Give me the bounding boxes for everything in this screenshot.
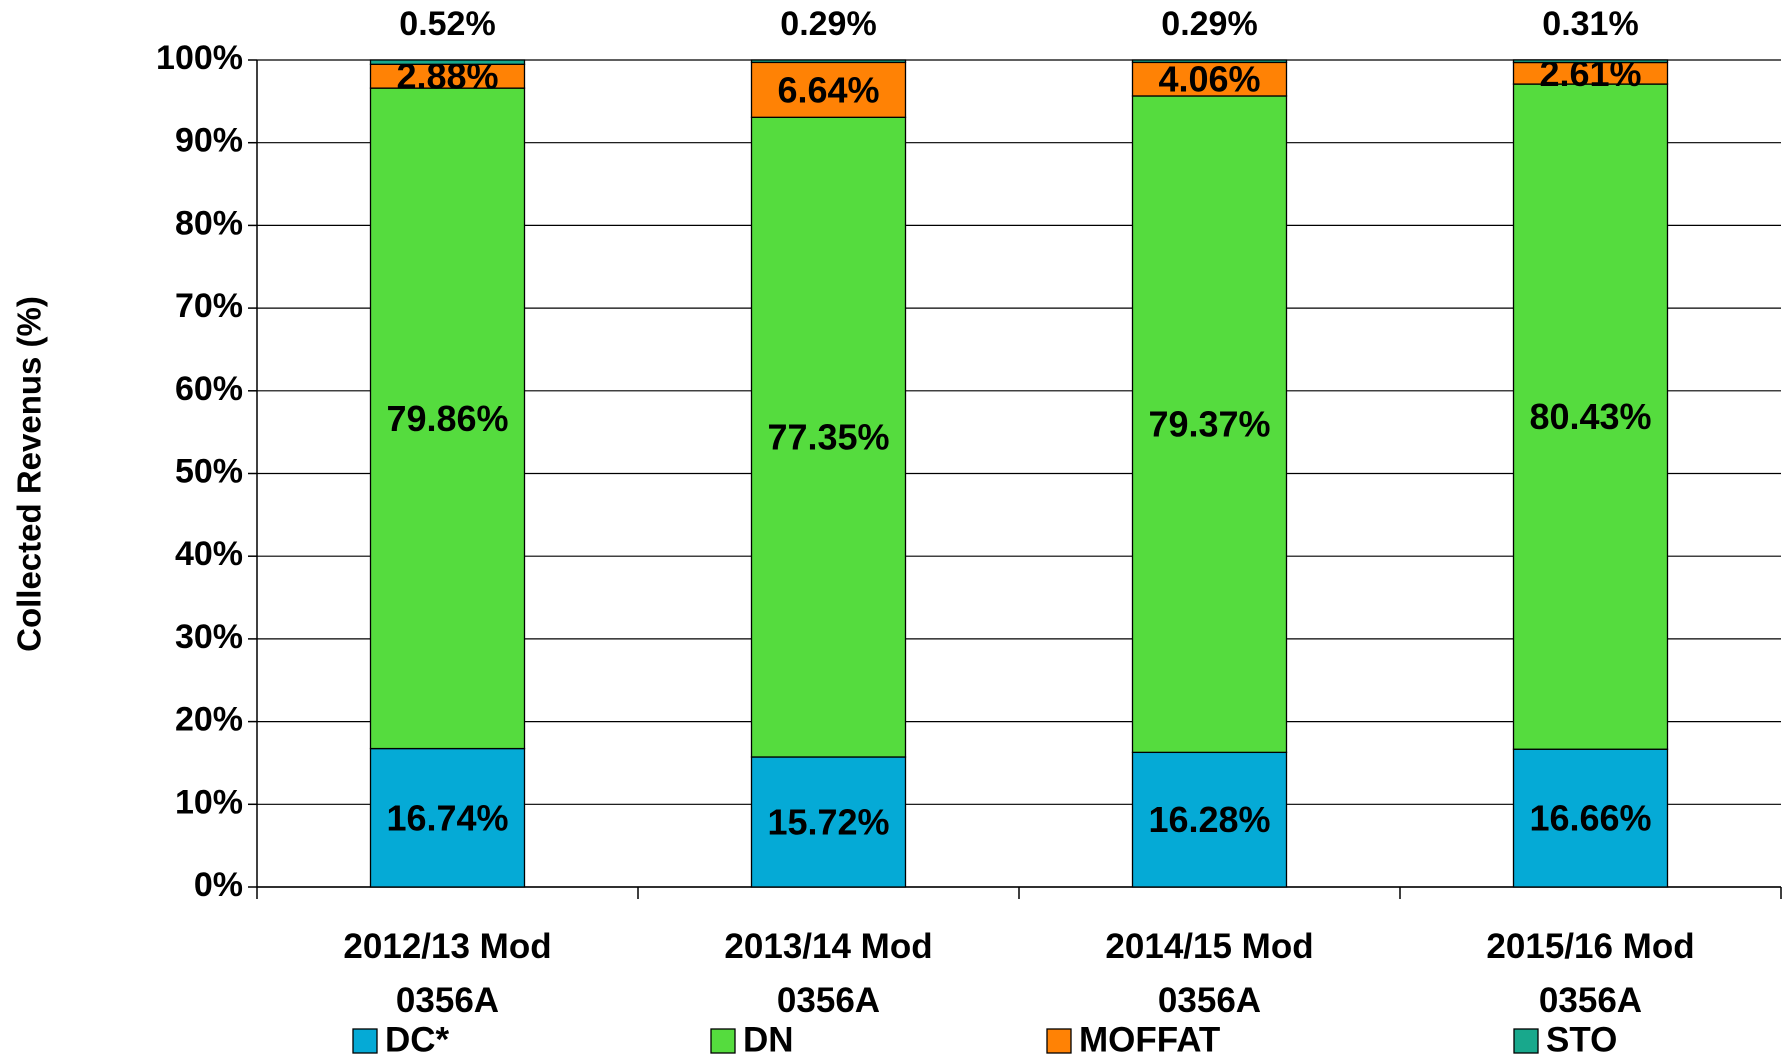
data-label: 0.29% — [1161, 5, 1257, 43]
bar-segment — [1512, 83, 1669, 750]
data-label: 0.31% — [1542, 5, 1638, 43]
bar-segment — [369, 59, 526, 65]
y-tick-label: 10% — [175, 783, 243, 821]
y-tick-label: 60% — [175, 370, 243, 408]
data-label: 16.66% — [1529, 798, 1651, 839]
x-tick-label: 2015/16 Mod 0356A — [1486, 927, 1695, 1020]
data-label: 6.64% — [777, 69, 879, 110]
x-tick-label: 2013/14 Mod 0356A — [724, 927, 933, 1020]
y-tick-label: 100% — [156, 39, 243, 77]
bar-segment — [750, 59, 907, 64]
data-label: 80.43% — [1529, 396, 1651, 437]
y-tick-label: 30% — [175, 618, 243, 656]
y-tick-label: 80% — [175, 204, 243, 242]
bar-segment — [750, 756, 907, 888]
bar-segment — [369, 87, 526, 750]
legend-swatch — [1513, 1028, 1539, 1054]
bar-segment — [1131, 61, 1288, 97]
data-label: 77.35% — [767, 417, 889, 458]
bar-segment — [1131, 95, 1288, 754]
bar-segment — [1512, 59, 1669, 64]
data-label: 0.52% — [399, 5, 495, 43]
y-axis-title: Collected Revenus (%) — [11, 296, 48, 652]
data-label: 15.72% — [767, 802, 889, 843]
data-label: 2.61% — [1539, 53, 1641, 94]
legend-swatch — [352, 1028, 378, 1054]
data-label: 4.06% — [1158, 59, 1260, 100]
y-tick-label: 70% — [175, 287, 243, 325]
data-label: 79.37% — [1148, 404, 1270, 445]
legend-label: DC* — [385, 1020, 450, 1059]
y-tick-label: 0% — [194, 866, 243, 904]
data-label: 79.86% — [386, 398, 508, 439]
data-label: 16.28% — [1148, 799, 1270, 840]
x-tick-label: 2014/15 Mod 0356A — [1105, 927, 1314, 1020]
data-label: 0.29% — [780, 5, 876, 43]
x-tick-label: 2012/13 Mod 0356A — [343, 927, 552, 1020]
bar-segment — [750, 116, 907, 758]
bar-segment — [1131, 751, 1288, 888]
legend-swatch — [1046, 1028, 1072, 1054]
legend-label: MOFFAT — [1079, 1020, 1220, 1059]
data-label: 16.74% — [386, 797, 508, 838]
legend-swatch — [710, 1028, 736, 1054]
legend-label: STO — [1546, 1020, 1617, 1059]
y-tick-label: 20% — [175, 701, 243, 739]
y-tick-label: 50% — [175, 452, 243, 490]
bar-segment — [1131, 59, 1288, 64]
bar-segment — [369, 747, 526, 888]
y-tick-label: 90% — [175, 122, 243, 160]
bar-segment — [1512, 748, 1669, 888]
y-tick-label: 40% — [175, 535, 243, 573]
legend-label: DN — [743, 1020, 794, 1059]
